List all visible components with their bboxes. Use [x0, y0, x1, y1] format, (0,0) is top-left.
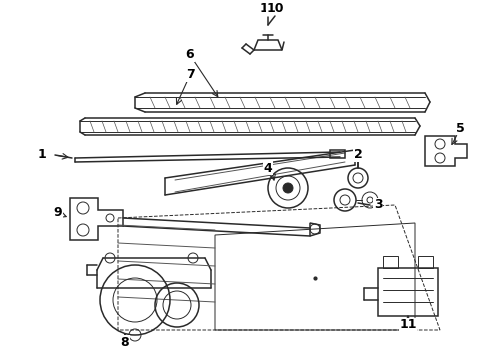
Text: 6: 6 [186, 49, 195, 62]
Text: 2: 2 [354, 148, 363, 162]
Text: 4: 4 [264, 162, 272, 175]
Text: 9: 9 [54, 206, 62, 219]
Text: 10: 10 [266, 1, 284, 14]
Text: 7: 7 [186, 68, 195, 81]
Text: 1: 1 [38, 148, 47, 162]
Text: 11: 11 [399, 319, 417, 332]
Text: 3: 3 [374, 198, 382, 211]
Text: 10: 10 [259, 1, 277, 14]
Text: 8: 8 [121, 336, 129, 348]
Circle shape [283, 183, 293, 193]
Text: 5: 5 [456, 122, 465, 135]
